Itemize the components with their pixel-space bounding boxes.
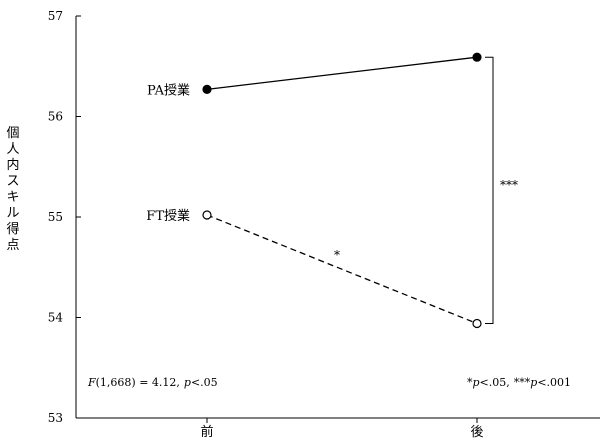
significance-bracket [485,56,494,325]
data-point [202,84,212,94]
series-line [206,56,478,91]
y-axis-label: 個人内スキル得点 [6,126,19,253]
slope-significance: * [334,248,340,262]
bracket-significance: *** [500,178,518,192]
labels-layer: 53 54 55 56 57 前 後 PA授業 FT授業 [48,9,484,440]
data-point [202,210,212,220]
stat-note-left: F(1,668) = 4.12, p<.05 [87,376,218,389]
y-tick-label: 55 [48,210,63,224]
y-tick-label: 57 [48,9,63,23]
series-line [206,214,478,325]
y-tick-label: 54 [48,311,64,325]
series-label: PA授業 [147,82,190,98]
series-layer [202,52,482,329]
series-label: FT授業 [146,208,190,224]
axes [75,15,600,423]
y-tick-label: 56 [48,110,63,124]
x-tick-label: 前 [200,424,213,439]
stat-note-right: *p<.05, ***p<.001 [467,376,571,389]
data-point [472,318,482,329]
data-point [472,52,482,62]
x-tick-label: 後 [470,425,483,439]
y-tick-label: 53 [48,411,63,425]
